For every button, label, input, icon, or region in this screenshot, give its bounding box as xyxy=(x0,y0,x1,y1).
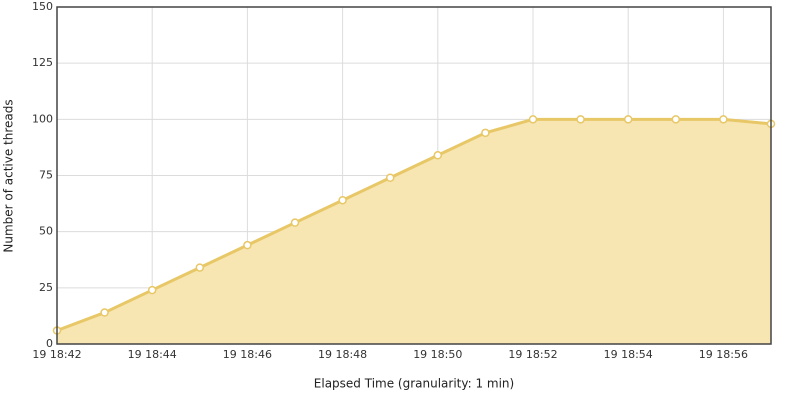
point xyxy=(481,128,490,138)
x-tick-label: 19 18:54 xyxy=(604,348,653,361)
point xyxy=(195,263,205,272)
line xyxy=(56,117,772,332)
x-tick-label: 19 18:48 xyxy=(318,348,367,361)
point xyxy=(433,151,443,160)
area xyxy=(57,119,771,344)
plot-border xyxy=(56,6,772,345)
point xyxy=(100,308,109,317)
point xyxy=(147,285,157,295)
point xyxy=(719,115,728,124)
point xyxy=(623,115,633,124)
point xyxy=(671,115,681,124)
point xyxy=(338,195,347,205)
x-tick-label: 19 18:50 xyxy=(413,348,462,361)
x-tick-label: 19 18:44 xyxy=(128,348,177,361)
point xyxy=(243,240,252,250)
point xyxy=(290,218,300,227)
y-tick-label: 150 xyxy=(32,0,53,13)
y-tick-label: 125 xyxy=(32,56,53,69)
point xyxy=(528,115,538,124)
y-tick-label: 0 xyxy=(46,337,53,350)
plot: 0 25 50 75 100 125 150 19 18:42 19 18:44 19 18:46… xyxy=(32,0,776,361)
x-axis-title: Elapsed Time (granularity: 1 min) xyxy=(314,377,514,391)
point xyxy=(385,173,395,182)
x-tick-label: 19 18:56 xyxy=(699,348,748,361)
y-tick-label: 25 xyxy=(39,281,53,294)
y-tick-label: 100 xyxy=(32,112,53,125)
y-tick-label: 50 xyxy=(39,225,53,238)
x-tick-label: 19 18:46 xyxy=(223,348,272,361)
x-tick-label: 19 18:52 xyxy=(508,348,557,361)
y-axis-title: Number of active threads xyxy=(2,99,16,252)
point xyxy=(576,115,585,124)
x-tick-label: 19 18:42 xyxy=(32,348,81,361)
y-tick-label: 75 xyxy=(39,169,53,182)
